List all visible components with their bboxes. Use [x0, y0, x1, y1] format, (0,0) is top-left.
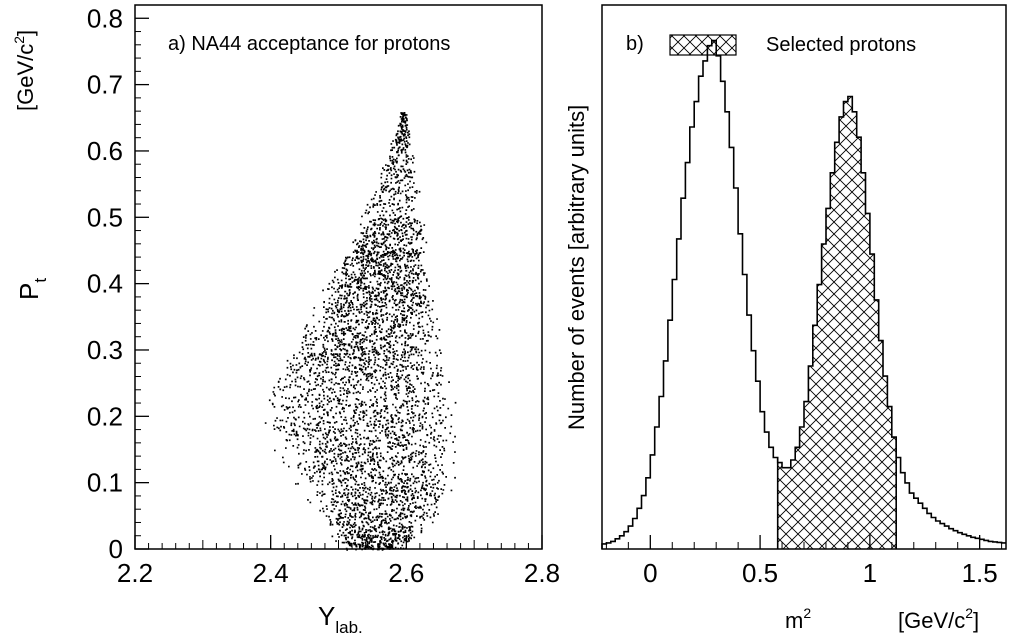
x-tick-label: 1: [863, 558, 877, 588]
y-tick-label: 0.6: [87, 136, 123, 166]
y-tick-label: 0.5: [87, 202, 123, 232]
panel-a: 2.2 2.4 2.6 2.8 0 0.1 0.2 0.3 0.4 0.5 0.6 0.7 0.8 a)…: [11, 3, 560, 637]
x-tick-label: 2.8: [524, 558, 560, 588]
x-axis-label-b: m2: [785, 605, 811, 633]
axis-ticks-b: 0 0.5 1 1.5: [605, 535, 1003, 588]
y-axis-unit-a: [GeV/c2]: [11, 30, 38, 111]
y-tick-label: 0.3: [87, 335, 123, 365]
plot-frame-a: [134, 4, 543, 550]
axis-ticks-a: 2.2 2.4 2.6 2.8 0 0.1 0.2 0.3 0.4 0.5 0.6 0.7 0.8: [87, 3, 560, 588]
histogram-line: [601, 39, 1006, 549]
y-axis-label-a: Pt: [14, 278, 50, 300]
x-tick-label: 0: [643, 558, 657, 588]
y-tick-label: 0.2: [87, 401, 123, 431]
x-tick-label: 2.6: [388, 558, 424, 588]
x-tick-label: 2.2: [117, 558, 153, 588]
y-tick-label: 0.7: [87, 70, 123, 100]
x-tick-label: 0.5: [742, 558, 778, 588]
y-tick-label: 0.1: [87, 468, 123, 498]
scatter-points: [264, 112, 457, 551]
y-tick-label: 0.4: [87, 269, 123, 299]
legend-swatch: [669, 34, 737, 56]
y-axis-label-b: Number of events [arbitrary units]: [564, 105, 589, 430]
selected-protons-fill: [777, 96, 897, 549]
x-axis-unit-b: [GeV/c2]: [898, 605, 979, 633]
y-tick-label: 0: [109, 534, 123, 564]
x-tick-label: 2.4: [253, 558, 289, 588]
panel-b: 0 0.5 1 1.5 b) Selected protons Number of e…: [564, 4, 1007, 633]
selected-range-edges: [776, 437, 897, 549]
legend-label: Selected protons: [766, 34, 916, 56]
x-axis-label-a: Ylab.: [318, 601, 363, 637]
y-tick-label: 0.8: [87, 3, 123, 33]
x-tick-label: 1.5: [962, 558, 998, 588]
scatter-point: [264, 112, 457, 551]
panel-label-a: a) NA44 acceptance for protons: [168, 33, 450, 55]
panel-label-b: b): [626, 33, 644, 55]
